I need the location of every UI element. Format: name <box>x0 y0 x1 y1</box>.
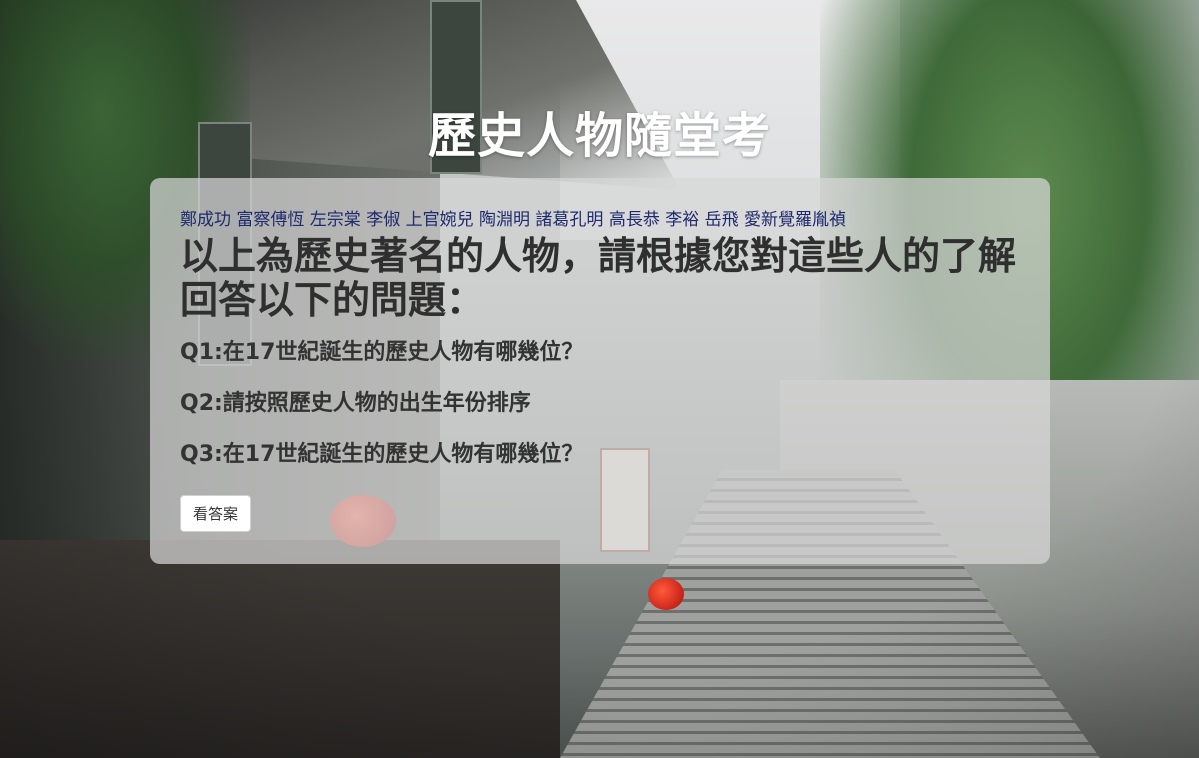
background-shopfront <box>0 540 560 758</box>
historical-names-list: 鄭成功 富察傅恆 左宗棠 李俶 上官婉兒 陶淵明 諸葛孔明 高長恭 李裕 岳飛 … <box>180 210 847 230</box>
background-lantern <box>648 578 684 610</box>
show-answer-button[interactable]: 看答案 <box>180 495 252 532</box>
quiz-prompt: 以上為歷史著名的人物，請根據您對這些人的了解回答以下的問題： <box>180 234 1017 322</box>
page-title: 歷史人物隨堂考 <box>427 108 771 164</box>
question-2: Q2:請按照歷史人物的出生年份排序 <box>180 391 531 416</box>
quiz-card: 鄭成功 富察傅恆 左宗棠 李俶 上官婉兒 陶淵明 諸葛孔明 高長恭 李裕 岳飛 … <box>150 178 1050 564</box>
question-1: Q1:在17世紀誕生的歷史人物有哪幾位？ <box>180 340 584 365</box>
question-3: Q3:在17世紀誕生的歷史人物有哪幾位？ <box>180 442 584 467</box>
background-signboard <box>430 0 482 174</box>
